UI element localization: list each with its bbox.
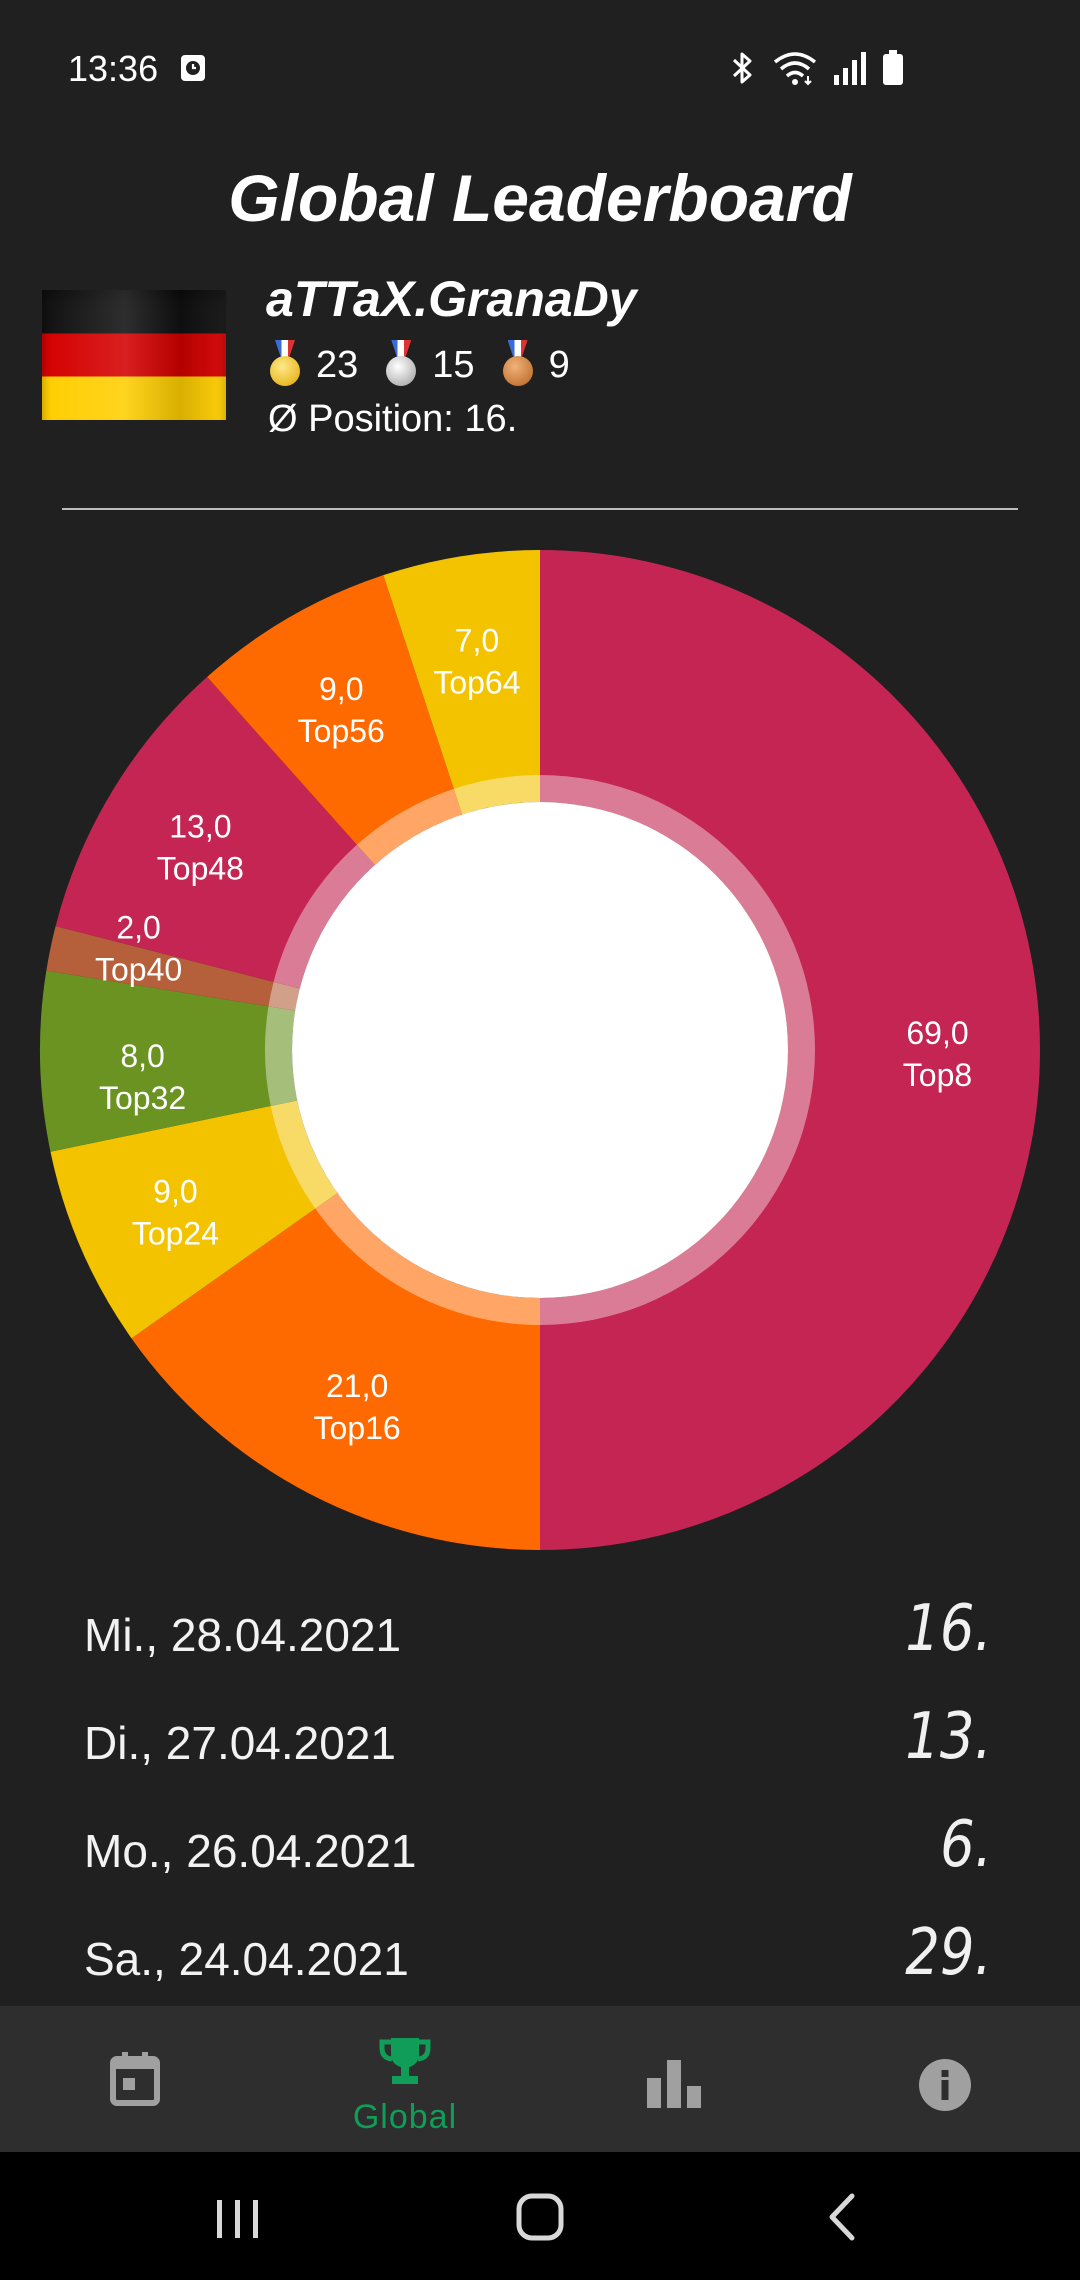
slice-category-label: Top64: [433, 665, 520, 701]
donut-inner-band-top48: [273, 844, 375, 989]
slice-category-label: Top32: [99, 1080, 186, 1116]
donut-inner-band-top64: [453, 775, 540, 815]
bottom-navigation: Global: [0, 2006, 1080, 2152]
history-row[interactable]: Mo., 26.04.2021 6.: [0, 1796, 1080, 1904]
donut-inner-band-top16: [315, 1193, 540, 1325]
slice-category-label: Top48: [157, 850, 244, 886]
history-rank: 29.: [905, 1916, 992, 1990]
history-row[interactable]: Sa., 24.04.2021 29.: [0, 1904, 1080, 2006]
donut-inner-band-top40: [268, 981, 300, 1011]
slice-category-label: Top40: [95, 952, 182, 988]
donut-center: [292, 802, 788, 1298]
wifi-icon: [773, 52, 817, 86]
donut-inner-band-top56: [356, 788, 463, 865]
nav-item-calendar[interactable]: [0, 2006, 270, 2152]
slice-value-label: 21,0: [326, 1368, 388, 1404]
bluetooth-icon: [732, 52, 752, 84]
trophy-icon: [379, 2038, 431, 2084]
donut-slice-top8[interactable]: [540, 550, 1040, 1550]
battery-icon: [883, 50, 903, 85]
status-icons: [730, 50, 904, 86]
bar-chart-icon: [647, 2060, 701, 2108]
home-icon[interactable]: [500, 2182, 580, 2252]
slice-category-label: Top24: [132, 1215, 219, 1251]
slice-value-label: 69,0: [906, 1015, 968, 1051]
donut-slice-top64[interactable]: [383, 550, 540, 815]
bronze-medal-icon: [501, 340, 535, 390]
history-row[interactable]: Mi., 28.04.2021 16.: [0, 1580, 1080, 1688]
slice-value-label: 13,0: [169, 808, 231, 844]
donut-slice-top16[interactable]: [131, 1193, 540, 1550]
average-position: Ø Position: 16.: [268, 398, 518, 440]
slice-value-label: 9,0: [153, 1173, 197, 1209]
slice-value-label: 7,0: [455, 623, 499, 659]
history-rank: 13.: [905, 1700, 992, 1774]
country-flag: [42, 290, 226, 420]
donut-slice-top48[interactable]: [55, 676, 375, 989]
back-icon[interactable]: [802, 2182, 882, 2252]
system-navigation-bar: [0, 2152, 1080, 2280]
nav-item-statistics[interactable]: [540, 2006, 810, 2152]
history-list[interactable]: Mi., 28.04.2021 16. Di., 27.04.2021 13. …: [0, 1580, 1080, 2006]
history-date: Di., 27.04.2021: [84, 1717, 397, 1769]
page-title: Global Leaderboard: [228, 161, 852, 235]
alarm-icon: [181, 55, 205, 81]
nav-item-info[interactable]: [810, 2006, 1080, 2152]
slice-category-label: Top8: [903, 1057, 972, 1093]
nav-label-global: Global: [352, 2098, 458, 2136]
status-bar: 13:36: [0, 0, 1080, 140]
slice-value-label: 9,0: [319, 671, 363, 707]
calendar-icon: [110, 2052, 160, 2106]
slice-category-label: Top56: [298, 713, 385, 749]
donut-chart-svg[interactable]: 69,0 Top8 21,0 Top16 9,0 Top24 8,0 Top32 2,0 Top4…: [0, 520, 1080, 1580]
donut-slice-top32[interactable]: [40, 970, 298, 1152]
signal-icon: [834, 52, 866, 85]
bronze-medal-count: 9: [548, 343, 570, 386]
divider: [62, 508, 1018, 510]
gold-medal-icon: [268, 340, 302, 390]
history-date: Mi., 28.04.2021: [84, 1609, 402, 1661]
donut-slice-top40[interactable]: [46, 926, 300, 1011]
silver-medal-count: 15: [432, 343, 475, 386]
history-rank: 16.: [905, 1592, 992, 1666]
medal-summary: 23 15 9: [268, 340, 596, 390]
gold-medal-count: 23: [316, 343, 359, 386]
nav-item-global[interactable]: Global: [270, 2006, 540, 2152]
donut-inner-band-top32: [265, 1006, 298, 1106]
recent-apps-icon[interactable]: [198, 2182, 278, 2252]
history-date: Sa., 24.04.2021: [84, 1933, 409, 1985]
donut-inner-band-top24: [270, 1100, 338, 1209]
slice-value-label: 2,0: [116, 910, 160, 946]
silver-medal-icon: [384, 340, 418, 390]
history-row[interactable]: Di., 27.04.2021 13.: [0, 1688, 1080, 1796]
status-time: 13:36: [68, 48, 159, 89]
history-rank: 6.: [940, 1808, 992, 1882]
slice-value-label: 8,0: [120, 1038, 164, 1074]
info-icon: [919, 2059, 971, 2111]
donut-slice-top24[interactable]: [50, 1100, 338, 1339]
slice-category-label: Top16: [314, 1410, 401, 1446]
placement-donut-chart[interactable]: 69,0 Top8 21,0 Top16 9,0 Top24 8,0 Top32 2,0 Top4…: [0, 520, 1080, 1580]
username: aTTaX.GranaDy: [266, 271, 637, 327]
history-date: Mo., 26.04.2021: [84, 1825, 417, 1877]
donut-slice-top56[interactable]: [207, 575, 463, 865]
